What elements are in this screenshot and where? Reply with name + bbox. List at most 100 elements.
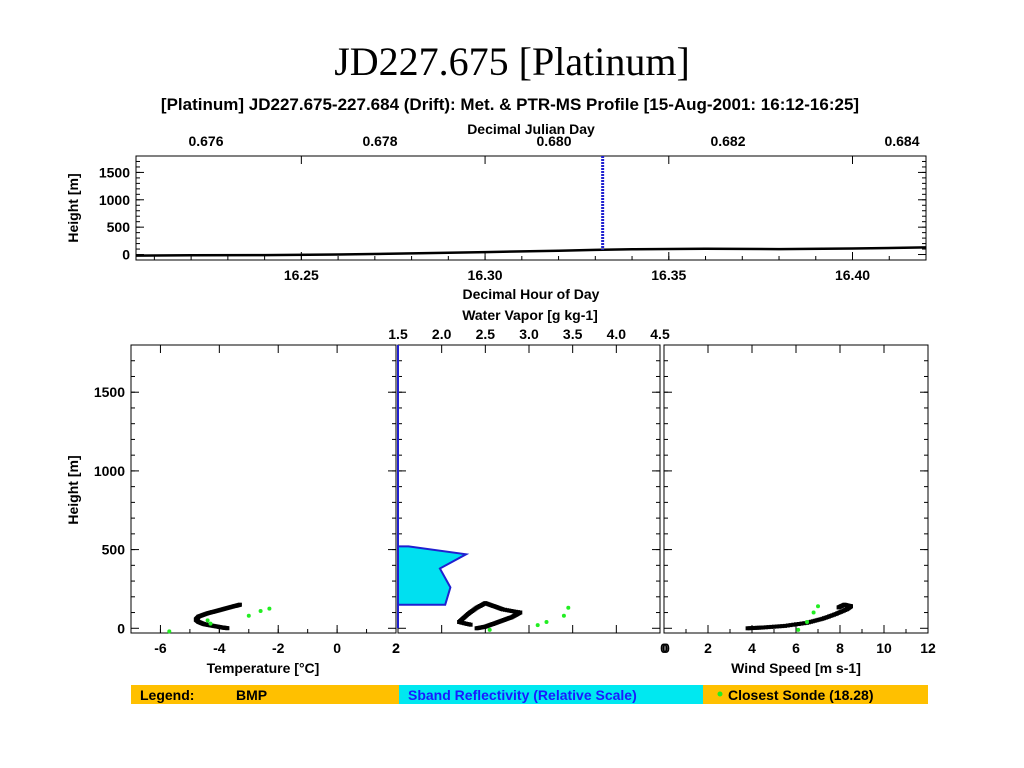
water-vapor-sonde-point	[487, 627, 492, 632]
water-vapor-x2-tick-label: 3.0	[519, 326, 539, 342]
wind-speed-x-tick-label: 4	[748, 640, 756, 656]
time-series-panel: 16.25 16.30 16.35 16.40 0.676 0.678 0.680 0.682…	[65, 121, 927, 302]
wind-speed-bmp-point	[774, 624, 779, 629]
time-series-y-tick-label: 500	[107, 219, 131, 235]
time-series-ticks	[136, 156, 926, 260]
water-vapor-tick-labels: 1.5 2.0 2.5 3.0 3.5 4.0 4.5 2 0	[388, 326, 670, 656]
temperature-ticks	[130, 345, 397, 633]
temperature-y-tick-label: 500	[102, 542, 126, 558]
time-series-y-tick-label: 1500	[99, 164, 130, 180]
time-series-x-tick-label: 16.40	[835, 267, 870, 283]
wind-speed-bmp-point	[836, 605, 841, 610]
water-vapor-bmp-point	[509, 609, 514, 613]
wind-speed-x-tick-label: 0	[660, 640, 668, 656]
temperature-x-tick-label: 2	[392, 640, 400, 656]
wind-speed-tick-labels: 0 2 4 6 8 10 12	[660, 640, 936, 656]
wind-speed-sonde-point	[816, 604, 820, 609]
temperature-x-tick-label: 0	[333, 640, 341, 656]
water-vapor-x-tick-label: 2	[392, 640, 400, 656]
wind-speed-bmp-point	[763, 625, 768, 630]
time-series-ylabel: Height [m]	[65, 173, 81, 242]
time-series-frame	[135, 155, 927, 261]
time-series-x2label: Decimal Julian Day	[467, 121, 595, 137]
time-series-tick-labels: 16.25 16.30 16.35 16.40 0.676 0.678 0.680 0.682…	[99, 133, 920, 283]
legend-label: Legend:	[140, 687, 194, 703]
temperature-sonde-point	[246, 613, 251, 618]
wind-speed-panel: 0 2 4 6 8 10 12 Wind Speed [m s-1]	[660, 344, 936, 676]
time-series-x2-tick-label: 0.678	[362, 133, 397, 149]
water-vapor-x2-tick-label: 1.5	[388, 326, 408, 342]
profile-ylabel: Height [m]	[65, 455, 81, 524]
wind-speed-bmp-point	[802, 621, 807, 626]
wind-speed-sonde-point	[811, 610, 816, 615]
temperature-y-tick-label: 1000	[94, 463, 125, 479]
water-vapor-bmp-point	[507, 608, 512, 613]
time-series-x2-tick-label: 0.684	[884, 133, 919, 149]
temperature-x-tick-label: -4	[213, 640, 226, 656]
temperature-sonde-point	[208, 621, 213, 626]
water-vapor-x2-tick-label: 2.5	[476, 326, 496, 342]
legend-sonde-marker	[717, 691, 723, 697]
legend-sonde: Closest Sonde (18.28)	[728, 687, 874, 703]
wind-speed-sonde-point	[796, 627, 801, 632]
water-vapor-x2label: Water Vapor [g kg-1]	[462, 307, 598, 323]
legend-sband: Sband Reflectivity (Relative Scale)	[408, 687, 637, 703]
temperature-panel: 0 500 1000 1500 -6 -4 -2 0 2 Temperature [°C] He…	[65, 344, 400, 676]
water-vapor-bmp-point	[518, 610, 523, 615]
wind-speed-frame	[663, 344, 929, 634]
water-vapor-bmp-points	[457, 601, 523, 631]
temperature-y-tick-label: 1500	[94, 384, 125, 400]
water-vapor-bmp-point	[503, 607, 507, 612]
wind-speed-bmp-points	[745, 602, 853, 631]
sband-reflectivity-area	[397, 345, 470, 629]
water-vapor-bmp-point	[513, 609, 518, 614]
temperature-y-tick-label: 0	[117, 620, 125, 636]
wind-speed-bmp-point	[788, 623, 793, 628]
wind-speed-ticks	[663, 345, 929, 633]
wind-speed-bmp-point	[796, 622, 801, 626]
water-vapor-panel: 1.5 2.0 2.5 3.0 3.5 4.0 4.5 2 0 Water Vapor [g k…	[388, 307, 670, 656]
wind-speed-bmp-point	[761, 625, 765, 630]
wind-speed-x-tick-label: 6	[792, 640, 800, 656]
wind-speed-bmp-point	[777, 624, 782, 629]
wind-speed-x-tick-label: 2	[704, 640, 712, 656]
legend-sband-background	[399, 685, 703, 704]
wind-speed-x-tick-label: 10	[876, 640, 892, 656]
legend-bmp: BMP	[236, 687, 267, 703]
time-series-x-tick-label: 16.25	[284, 267, 319, 283]
wind-speed-bmp-point	[780, 624, 785, 629]
temperature-sonde-point	[258, 609, 263, 613]
water-vapor-sonde-point	[566, 605, 571, 610]
wind-speed-bmp-point	[791, 622, 796, 627]
water-vapor-bmp-point	[505, 608, 510, 613]
temperature-sonde-points	[167, 606, 272, 634]
page-title: JD227.675 [Platinum]	[334, 39, 690, 84]
wind-speed-x-tick-label: 8	[836, 640, 844, 656]
figure-title: [Platinum] JD227.675-227.684 (Drift): Me…	[161, 95, 859, 114]
legend-bar: Legend: BMP Sband Reflectivity (Relative…	[131, 685, 928, 704]
temperature-frame	[130, 344, 397, 634]
time-series-height-line	[135, 246, 927, 257]
temperature-tick-labels: 0 500 1000 1500 -6 -4 -2 0 2	[94, 384, 400, 656]
time-series-x2-tick-label: 0.682	[710, 133, 745, 149]
time-series-x2-tick-label: 0.680	[536, 133, 571, 149]
wind-speed-bmp-point	[785, 623, 790, 628]
wind-speed-bmp-point	[783, 623, 787, 628]
water-vapor-sonde-points	[487, 605, 571, 632]
time-series-x-tick-label: 16.30	[468, 267, 503, 283]
temperature-x-tick-label: -6	[154, 640, 167, 656]
wind-speed-bmp-point	[766, 625, 771, 630]
water-vapor-x2-tick-label: 3.5	[563, 326, 583, 342]
water-vapor-sonde-point	[561, 613, 566, 618]
water-vapor-x-tick-label: 0	[662, 640, 670, 656]
temperature-sonde-point	[167, 629, 172, 634]
temperature-sonde-point	[205, 618, 210, 623]
water-vapor-x2-tick-label: 2.0	[432, 326, 452, 342]
wind-speed-x-tick-label: 12	[920, 640, 936, 656]
wind-speed-sonde-point	[805, 620, 809, 624]
temperature-bmp-point	[225, 626, 230, 631]
water-vapor-bmp-point	[516, 610, 521, 615]
wind-speed-bmp-point	[799, 621, 804, 626]
wind-speed-bmp-point	[769, 624, 774, 629]
time-series-y-tick-label: 1000	[99, 192, 130, 208]
